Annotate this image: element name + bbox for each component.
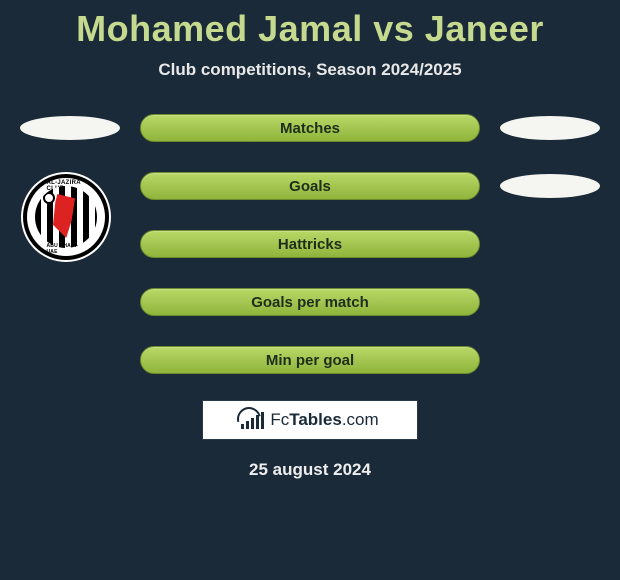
stat-row: Matches [20, 110, 600, 146]
club-name-bottom: ABU DHABI-UAE [47, 243, 86, 255]
pill-placeholder-icon [500, 174, 600, 198]
club-badge-figure [53, 194, 75, 238]
brand-prefix: Fc [270, 410, 289, 429]
club-badge-icon: AL-JAZIRA CLUB ABU DHABI-UAE [23, 174, 109, 260]
page-subtitle: Club competitions, Season 2024/2025 [0, 60, 620, 80]
left-value-cell [20, 342, 120, 378]
brand-bold: Tables [289, 410, 342, 429]
brand-text: FcTables.com [270, 410, 378, 430]
brand-bars-icon [241, 411, 264, 429]
stat-row: Hattricks [20, 226, 600, 262]
stat-label-bar: Hattricks [140, 230, 480, 258]
right-value-cell [500, 110, 600, 146]
stat-label-bar: Matches [140, 114, 480, 142]
pill-placeholder-icon [500, 116, 600, 140]
stat-row: Goals per match [20, 284, 600, 320]
stat-row: Goals [20, 168, 600, 204]
brand-logo: FcTables.com [202, 400, 418, 440]
stat-label-bar: Min per goal [140, 346, 480, 374]
left-value-cell [20, 284, 120, 320]
right-value-cell [500, 342, 600, 378]
stat-label-bar: Goals per match [140, 288, 480, 316]
brand-suffix: .com [342, 410, 379, 429]
stat-row: Min per goal [20, 342, 600, 378]
pill-placeholder-icon [20, 116, 120, 140]
date-label: 25 august 2024 [0, 460, 620, 480]
stats-block: Matches Goals Hattricks Goals per match … [0, 110, 620, 378]
right-value-cell [500, 284, 600, 320]
club-badge-inner [35, 186, 97, 248]
page-title: Mohamed Jamal vs Janeer [0, 0, 620, 50]
stat-label-bar: Goals [140, 172, 480, 200]
right-value-cell [500, 226, 600, 262]
club-badge-ball-icon [43, 192, 55, 204]
left-value-cell [20, 110, 120, 146]
right-value-cell [500, 168, 600, 204]
